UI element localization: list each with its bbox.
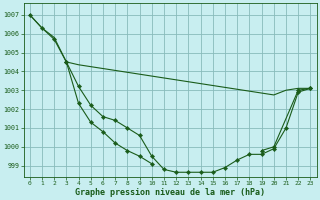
X-axis label: Graphe pression niveau de la mer (hPa): Graphe pression niveau de la mer (hPa) [75,188,265,197]
